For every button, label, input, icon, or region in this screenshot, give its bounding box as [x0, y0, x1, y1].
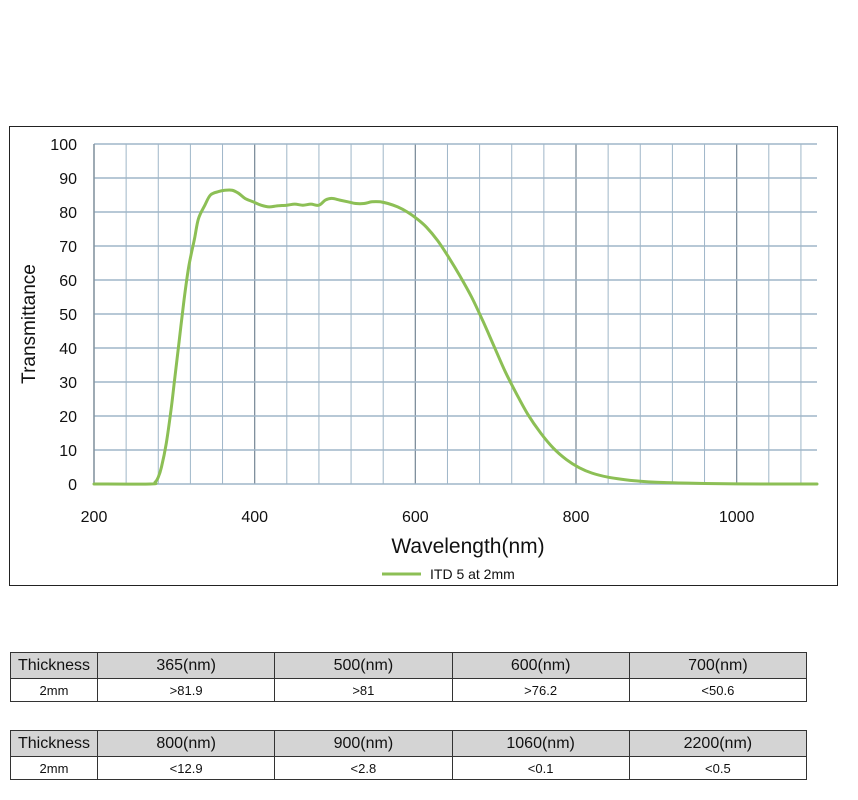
- table-cell: 2mm: [10, 678, 98, 702]
- y-tick-label: 80: [59, 205, 77, 222]
- y-tick-label: 60: [59, 273, 77, 290]
- table-header-cell: 1060(nm): [451, 730, 630, 757]
- y-tick-label: 90: [59, 171, 77, 188]
- table-header-cell: Thickness: [10, 730, 98, 757]
- table-header-cell: 800(nm): [96, 730, 276, 757]
- x-tick-label: 400: [241, 509, 268, 526]
- x-axis-label: Wavelength(nm): [391, 535, 544, 558]
- table-cell: <0.1: [451, 756, 630, 780]
- y-tick-label: 70: [59, 239, 77, 256]
- table-header-cell: 600(nm): [451, 652, 630, 679]
- table-cell: <50.6: [628, 678, 808, 702]
- table-cell: >81.9: [96, 678, 276, 702]
- series-line-itd5: [92, 188, 819, 486]
- table-header-cell: 900(nm): [274, 730, 453, 757]
- y-tick-label: 40: [59, 341, 77, 358]
- table-cell: <12.9: [96, 756, 276, 780]
- y-tick-label: 50: [59, 307, 77, 324]
- table-header-cell: 2200(nm): [628, 730, 808, 757]
- y-tick-label: 10: [59, 443, 77, 460]
- y-tick-label: 100: [50, 137, 77, 154]
- table-row: 2mm >81.9 >81 >76.2 <50.6: [10, 678, 808, 702]
- chart-frame: 0 10 20 30 40 50 60 70 80 90 100 200 400 600 800 1000 W…: [9, 126, 838, 586]
- table-cell: <0.5: [628, 756, 808, 780]
- table-header-cell: Thickness: [10, 652, 98, 679]
- y-tick-label: 30: [59, 375, 77, 392]
- table-cell: <2.8: [274, 756, 453, 780]
- x-tick-label: 600: [402, 509, 429, 526]
- table-header-row: Thickness 365(nm) 500(nm) 600(nm) 700(nm…: [10, 652, 808, 679]
- x-tick-label: 800: [563, 509, 590, 526]
- x-tick-label: 1000: [719, 509, 755, 526]
- table-cell: >76.2: [451, 678, 630, 702]
- x-tick-label: 200: [81, 509, 108, 526]
- table-cell: >81: [274, 678, 453, 702]
- y-tick-label: 20: [59, 409, 77, 426]
- table-header-cell: 700(nm): [628, 652, 808, 679]
- table-header-cell: 365(nm): [96, 652, 276, 679]
- table-header-row: Thickness 800(nm) 900(nm) 1060(nm) 2200(…: [10, 730, 808, 757]
- table-row: 2mm <12.9 <2.8 <0.1 <0.5: [10, 756, 808, 780]
- legend: ITD 5 at 2mm: [382, 566, 515, 582]
- grid-layer: [93, 143, 817, 485]
- table-cell: 2mm: [10, 756, 98, 780]
- legend-label: ITD 5 at 2mm: [430, 566, 515, 582]
- series-layer: [92, 188, 819, 486]
- y-tick-label: 0: [68, 477, 77, 494]
- y-axis-label: Transmittance: [19, 264, 40, 384]
- tick-layer: 0 10 20 30 40 50 60 70 80 90 100 200 400 600 800 1000: [50, 137, 754, 526]
- transmittance-chart: 0 10 20 30 40 50 60 70 80 90 100 200 400 600 800 1000 W…: [19, 137, 819, 582]
- spec-table-1: Thickness 365(nm) 500(nm) 600(nm) 700(nm…: [10, 652, 808, 702]
- spec-table-2: Thickness 800(nm) 900(nm) 1060(nm) 2200(…: [10, 730, 808, 780]
- table-header-cell: 500(nm): [274, 652, 453, 679]
